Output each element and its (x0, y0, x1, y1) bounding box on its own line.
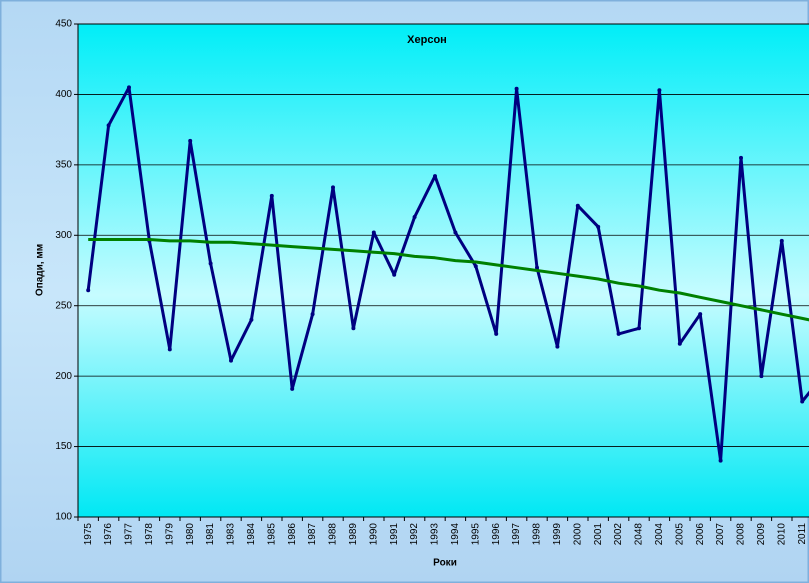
x-tick-label: 1980 (185, 523, 196, 546)
data-point (575, 203, 580, 208)
x-tick-label: 1986 (287, 523, 298, 546)
data-point (229, 358, 233, 363)
data-point (759, 374, 764, 379)
x-tick-label: 2006 (695, 523, 706, 546)
x-axis-label: Роки (433, 558, 457, 569)
data-point (167, 347, 172, 352)
x-tick-label: 1976 (103, 523, 114, 546)
data-point (596, 224, 601, 229)
x-tick-label: 2008 (736, 523, 747, 546)
data-point (433, 174, 437, 179)
x-tick-label: 2010 (776, 523, 787, 546)
data-point (514, 86, 519, 91)
data-point (249, 317, 254, 322)
data-point (453, 230, 458, 235)
plot-area (77, 23, 809, 518)
y-tick-label: 100 (55, 512, 72, 523)
data-point (310, 312, 315, 317)
data-point (637, 326, 641, 331)
data-point (106, 123, 111, 128)
data-point (188, 138, 193, 143)
x-tick-label: 1990 (368, 523, 379, 546)
x-tick-label: 1984 (246, 523, 257, 546)
data-point (698, 312, 703, 317)
y-tick-label: 200 (55, 371, 72, 382)
data-point (535, 265, 539, 270)
y-tick-label: 450 (55, 19, 72, 30)
x-tick-label: 1998 (532, 523, 543, 546)
data-point (800, 399, 805, 404)
data-point (269, 193, 274, 198)
data-point (290, 386, 295, 391)
x-tick-label: 2009 (756, 523, 767, 546)
x-tick-label: 1989 (348, 523, 359, 546)
y-tick-label: 150 (55, 441, 72, 452)
data-point (677, 341, 682, 346)
x-tick-label: 1978 (144, 523, 155, 546)
x-tick-label: 2011 (797, 523, 808, 545)
data-point (657, 88, 662, 93)
data-point (86, 288, 91, 293)
x-tick-label: 2005 (674, 523, 685, 546)
y-tick-label: 300 (55, 230, 72, 241)
x-tick-label: 2048 (634, 523, 645, 546)
data-point (331, 185, 335, 190)
data-point (718, 458, 723, 463)
x-tick-label: 1992 (409, 523, 420, 546)
x-tick-label: 1994 (450, 523, 461, 546)
data-point (494, 331, 499, 336)
x-tick-label: 1975 (83, 523, 94, 546)
x-tick-label: 2001 (593, 523, 604, 546)
y-tick-label: 400 (55, 89, 72, 100)
y-axis-label: Опади, мм (35, 244, 46, 296)
data-point (392, 272, 397, 277)
data-point (616, 331, 621, 336)
trend-line (88, 238, 809, 322)
data-point (779, 238, 784, 243)
x-tick-label: 1981 (205, 523, 216, 546)
x-tick-label: 2007 (715, 523, 726, 546)
x-tick-label: 1993 (430, 523, 441, 546)
chart-title: Херсон (407, 34, 447, 46)
x-tick-label: 1985 (266, 523, 277, 546)
data-point (473, 264, 478, 269)
y-tick-label: 250 (55, 300, 72, 311)
y-tick-label: 350 (55, 159, 72, 170)
data-point (351, 326, 356, 331)
x-tick-label: 1979 (164, 523, 175, 546)
data-point (412, 214, 417, 219)
data-point (555, 344, 560, 349)
data-point (739, 155, 743, 160)
data-point (127, 85, 131, 90)
x-tick-label: 1987 (307, 523, 318, 546)
data-point (371, 230, 376, 235)
x-tick-label: 1996 (491, 523, 502, 546)
x-tick-label: 1991 (389, 523, 400, 546)
x-tick-label: 1983 (226, 523, 237, 546)
x-tick-label: 2002 (613, 523, 624, 546)
x-tick-label: 2004 (654, 523, 665, 546)
x-tick-label: 1995 (470, 523, 481, 546)
data-point (208, 261, 213, 266)
x-tick-label: 2000 (572, 523, 583, 546)
x-tick-label: 1977 (124, 523, 135, 546)
x-tick-label: 1999 (552, 523, 563, 546)
x-tick-label: 1997 (511, 523, 522, 546)
x-tick-label: 1988 (328, 523, 339, 546)
